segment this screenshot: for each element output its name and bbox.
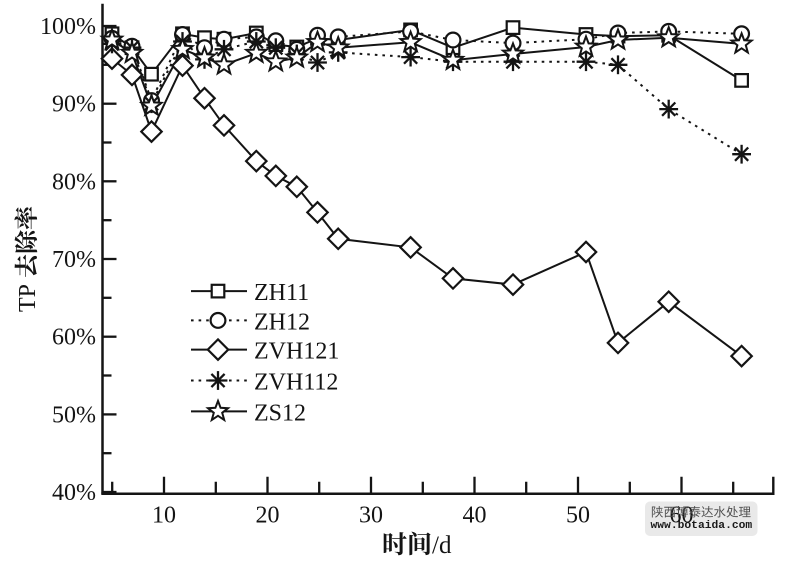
svg-text:60%: 60% bbox=[52, 325, 96, 351]
svg-text:80%: 80% bbox=[52, 169, 96, 195]
svg-text:30: 30 bbox=[359, 503, 383, 529]
svg-text:ZH11: ZH11 bbox=[254, 280, 309, 306]
svg-text:ZVH121: ZVH121 bbox=[254, 339, 339, 365]
svg-text:40%: 40% bbox=[52, 480, 96, 506]
svg-text:/d: /d bbox=[432, 532, 452, 559]
svg-text:10: 10 bbox=[152, 503, 176, 529]
svg-text:ZH12: ZH12 bbox=[254, 309, 310, 335]
svg-text:ZS12: ZS12 bbox=[254, 400, 306, 426]
svg-text:70%: 70% bbox=[52, 247, 96, 273]
svg-text:www.botaida.com: www.botaida.com bbox=[651, 520, 753, 532]
svg-text:20: 20 bbox=[256, 503, 280, 529]
svg-text:40: 40 bbox=[463, 503, 487, 529]
svg-text:100%: 100% bbox=[40, 14, 96, 40]
svg-text:90%: 90% bbox=[52, 92, 96, 118]
svg-text:ZVH112: ZVH112 bbox=[254, 370, 338, 396]
svg-text:50%: 50% bbox=[52, 402, 96, 428]
svg-text:TP: TP bbox=[15, 284, 41, 312]
svg-text:50: 50 bbox=[566, 503, 590, 529]
